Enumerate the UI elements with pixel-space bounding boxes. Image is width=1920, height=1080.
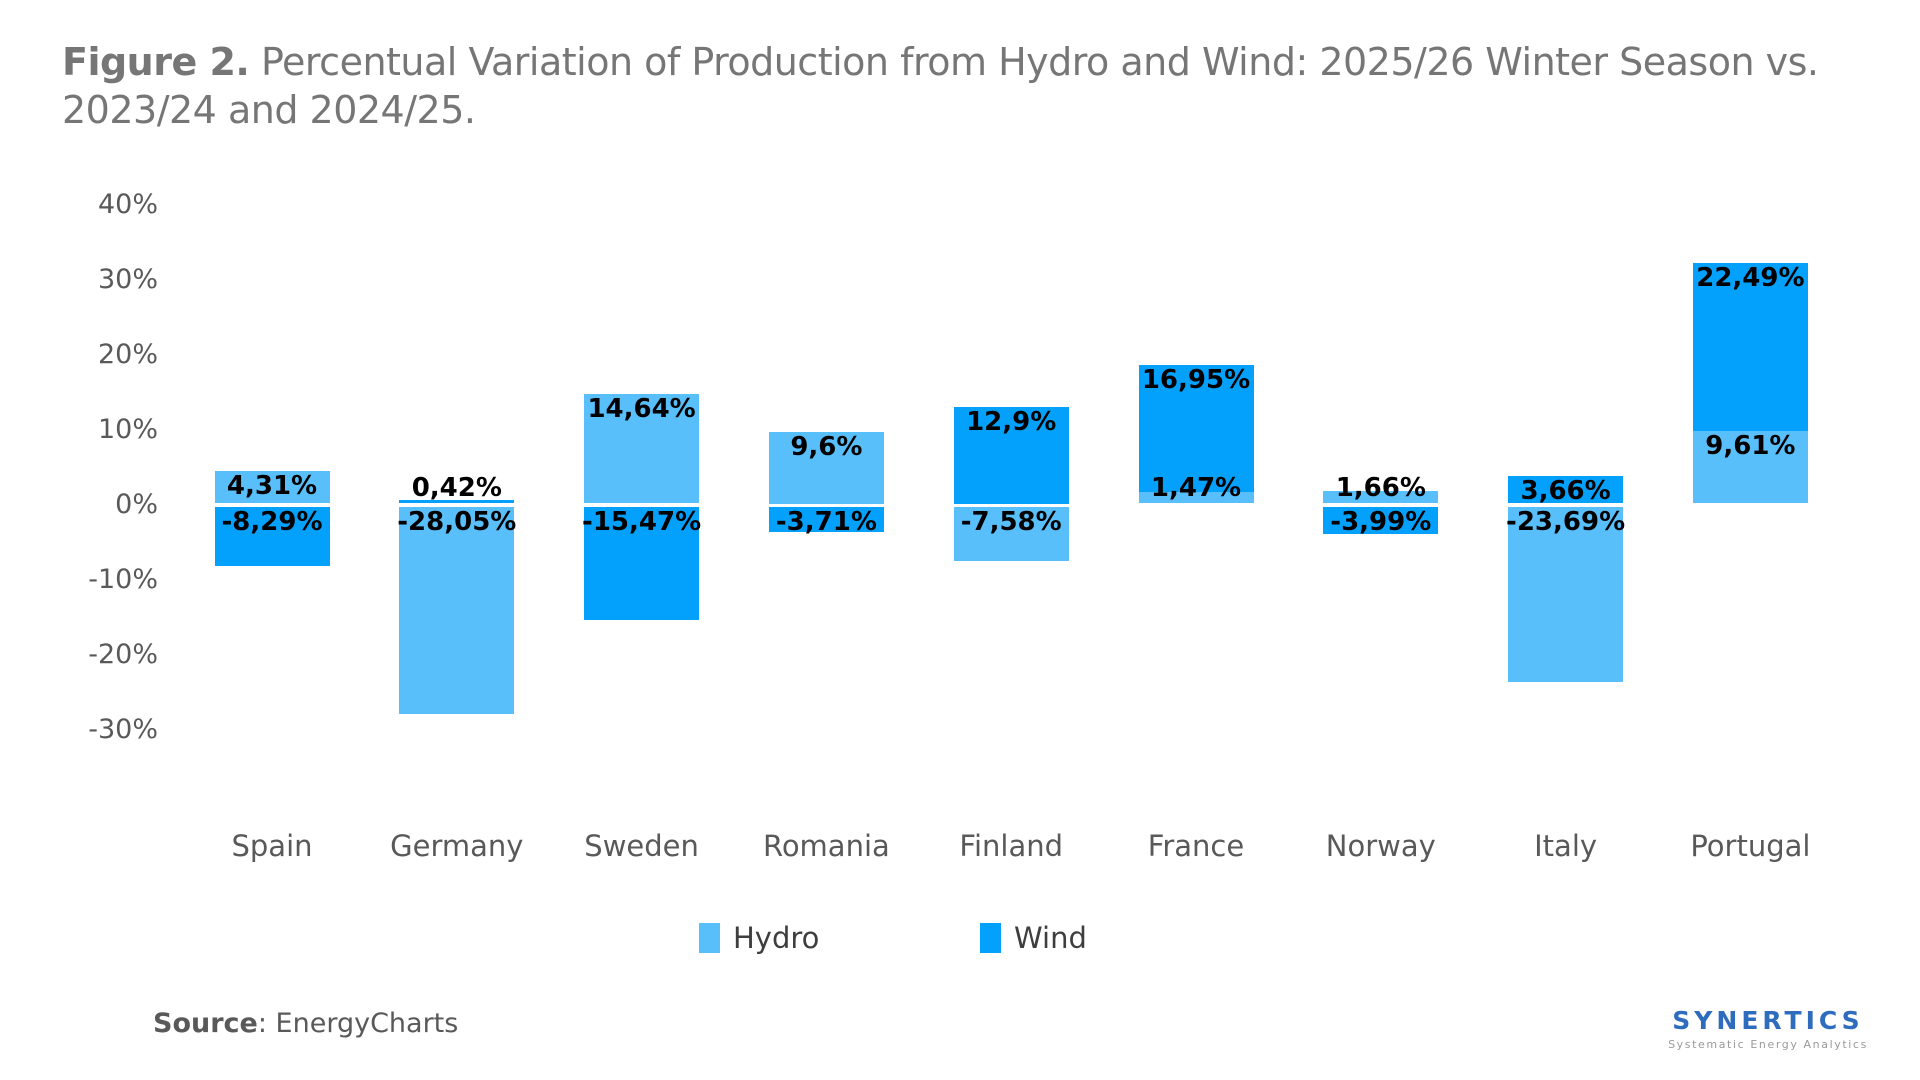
bar-value-label: 0,42% (411, 473, 502, 503)
x-axis-category-label: France (1147, 829, 1245, 863)
x-axis-category-label: Portugal (1690, 829, 1811, 863)
hydro-bar-segment (399, 507, 515, 715)
bar-value-label: 4,31% (226, 471, 318, 502)
hydro-bar-segment (1138, 492, 1254, 504)
hydro-bar-segment (1508, 507, 1624, 682)
bar-value-label: 16,95% (1141, 365, 1251, 396)
x-axis-category-label: Germany (390, 829, 524, 863)
x-axis-category-label: Romania (762, 829, 890, 863)
y-axis-tick-label: -10% (88, 563, 158, 595)
figure-number-label: Figure 2. (62, 40, 250, 84)
hydro-bar-segment (584, 393, 700, 504)
bar-value-label: 12,9% (966, 406, 1057, 437)
bar-value-label: 9,61% (1705, 431, 1796, 462)
bar-value-label: 1,47% (1150, 473, 1242, 503)
logo-wordmark: SYNERTICS (1672, 1006, 1864, 1035)
bar-value-label: 3,66% (1520, 476, 1611, 507)
chart-legend: Hydro Wind (0, 920, 1920, 960)
x-axis-category-label: Italy (1534, 829, 1598, 863)
y-axis-tick-label: 40% (97, 188, 158, 220)
y-axis-tick-label: 0% (115, 488, 158, 520)
logo-tagline: Systematic Energy Analytics (1668, 1038, 1868, 1051)
bar-value-label: 9,6% (790, 431, 863, 462)
hydro-legend-label: Hydro (733, 921, 820, 955)
figure-title: Figure 2. Percentual Variation of Produc… (62, 38, 1918, 134)
bar-value-label: -3,99% (1330, 507, 1432, 537)
wind-bar-segment (584, 507, 700, 621)
x-axis-category-label: Spain (231, 829, 313, 863)
y-axis-tick-label: 20% (97, 338, 158, 370)
source-label: Source (153, 1008, 258, 1039)
bar-value-label: 22,49% (1696, 262, 1805, 293)
bar-value-label: -3,71% (775, 507, 877, 537)
bar-value-label: -8,29% (221, 507, 323, 537)
x-axis-category-label: Sweden (584, 829, 699, 863)
y-axis-tick-label: -20% (88, 638, 158, 670)
hydro-bar-segment (1323, 491, 1439, 504)
y-axis-tick-label: 10% (97, 413, 158, 445)
bar-value-label: 14,64% (587, 393, 696, 424)
hydro-bar-segment (214, 471, 330, 504)
wind-bar-segment (953, 406, 1069, 504)
legend-item-wind: Wind (980, 920, 1087, 956)
synertics-logo: SYNERTICS Systematic Energy Analytics (1648, 1006, 1888, 1051)
figure-title-text: Percentual Variation of Production from … (62, 40, 1819, 132)
wind-bar-segment (1692, 262, 1808, 432)
legend-item-hydro: Hydro (699, 920, 819, 956)
hydro-bar-segment (953, 507, 1069, 561)
bar-value-label: -15,47% (582, 507, 702, 537)
bar-value-label: 1,66% (1335, 473, 1426, 503)
y-axis-tick-label: -30% (88, 713, 158, 745)
source-value: : EnergyCharts (257, 1008, 459, 1039)
wind-legend-label: Wind (1014, 921, 1087, 955)
x-axis-category-label: Norway (1325, 829, 1436, 863)
wind-bar-segment (1323, 507, 1439, 534)
wind-bar-segment (1138, 365, 1254, 493)
wind-bar-segment (1508, 476, 1624, 504)
hydro-bar-segment (768, 431, 884, 504)
bar-value-label: -23,69% (1506, 507, 1626, 537)
wind-bar-segment (214, 507, 330, 567)
bar-value-label: -7,58% (960, 507, 1062, 537)
wind-legend-swatch (980, 923, 1001, 953)
source-attribution: Source: EnergyCharts (153, 1008, 458, 1039)
wind-bar-segment (399, 500, 515, 504)
hydro-bar-segment (1692, 431, 1808, 504)
hydro-legend-swatch (699, 923, 720, 953)
y-axis-tick-label: 30% (97, 263, 158, 295)
bar-value-label: -28,05% (397, 507, 517, 537)
wind-bar-segment (768, 507, 884, 532)
x-axis-category-label: Finland (959, 829, 1063, 863)
